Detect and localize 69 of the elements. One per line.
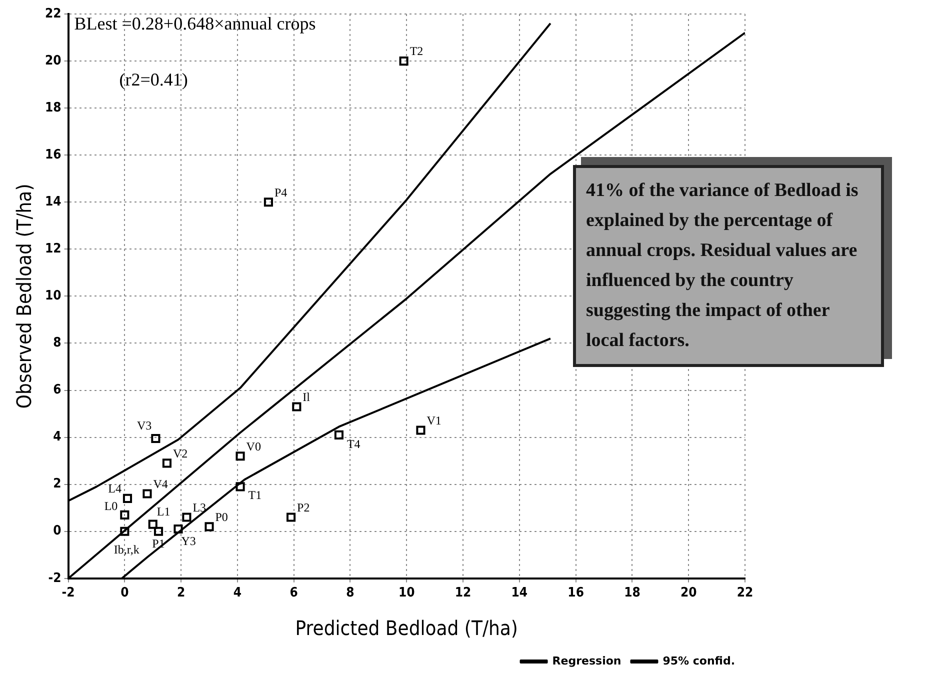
y-tick-label: -2 <box>48 570 62 586</box>
annotation: T1 <box>248 488 262 502</box>
y-tick-label: 4 <box>53 430 62 445</box>
x-tick-label: 6 <box>290 586 298 601</box>
y-tick-label: 16 <box>44 147 62 162</box>
x-tick-label: 8 <box>346 586 354 601</box>
x-tick-label: 16 <box>568 586 584 601</box>
annotation: V0 <box>246 439 261 454</box>
y-tick-label: 14 <box>44 194 62 210</box>
annotation: T4 <box>346 437 360 452</box>
annotation: L3 <box>192 500 206 514</box>
x-tick-label: 2 <box>176 586 186 601</box>
point <box>236 482 245 492</box>
y-tick-label: 22 <box>44 6 62 22</box>
legend-label: 95% confid. <box>662 654 736 668</box>
y-tick-label: 8 <box>53 336 62 351</box>
annotation: Ib,r,k <box>114 542 140 557</box>
y-axis-title: Observed Bedload (T/ha) <box>12 184 36 409</box>
point <box>174 524 183 534</box>
point <box>154 526 164 536</box>
point <box>292 402 302 412</box>
annotation: L4 <box>108 482 122 496</box>
x-tick-label: 10 <box>398 586 415 601</box>
x-tick-label: 4 <box>233 586 242 601</box>
point <box>120 526 130 536</box>
x-tick-label: 14 <box>511 586 528 601</box>
y-tick-label: 6 <box>53 382 62 398</box>
point <box>204 522 214 532</box>
point <box>286 512 296 522</box>
point <box>182 512 192 522</box>
annotation: V1 <box>426 413 442 428</box>
annotation: L1 <box>156 504 170 518</box>
annotation: (r2=0.41) <box>119 70 188 90</box>
x-tick-label: 18 <box>624 586 640 601</box>
annotation: P4 <box>274 185 288 200</box>
point <box>120 510 130 520</box>
point <box>151 434 160 444</box>
annotation: BLest =0.28+0.648×annual crops <box>74 14 316 34</box>
annotation: 41% of the variance of Bedload is explained by the percentage of annual crops. Residual values are influenced by the country suggesting the impact of other local factors. <box>572 164 884 366</box>
x-tick-label: 22 <box>736 586 754 601</box>
point <box>416 426 426 435</box>
annotation: Y3 <box>181 534 196 548</box>
y-tick-label: 18 <box>44 100 62 116</box>
point <box>148 520 158 529</box>
point <box>334 430 344 440</box>
annotation: P2 <box>297 500 310 514</box>
annotation: V3 <box>137 418 152 433</box>
x-tick-label: 0 <box>120 586 129 601</box>
y-tick-label: 12 <box>44 242 62 257</box>
y-tick-label: 0 <box>53 524 62 539</box>
y-tick-label: 2 <box>53 476 62 492</box>
point <box>236 452 245 461</box>
x-tick-label: 12 <box>454 586 472 601</box>
annotation: Il <box>302 390 311 404</box>
y-tick-label: 10 <box>44 288 62 304</box>
point <box>162 458 172 468</box>
annotation: P0 <box>215 510 228 524</box>
point <box>142 489 152 498</box>
x-tick-label: 20 <box>680 586 697 601</box>
point <box>264 198 274 207</box>
y-tick-label: 20 <box>44 53 62 68</box>
x-axis-title: Predicted Bedload (T/ha) <box>295 616 518 640</box>
point <box>399 56 408 66</box>
legend-label: Regression <box>552 654 622 668</box>
annotation: L0 <box>104 499 118 514</box>
annotation: V2 <box>172 446 188 460</box>
point <box>122 494 132 503</box>
annotation: V4 <box>153 476 168 491</box>
annotation: T2 <box>410 44 424 58</box>
